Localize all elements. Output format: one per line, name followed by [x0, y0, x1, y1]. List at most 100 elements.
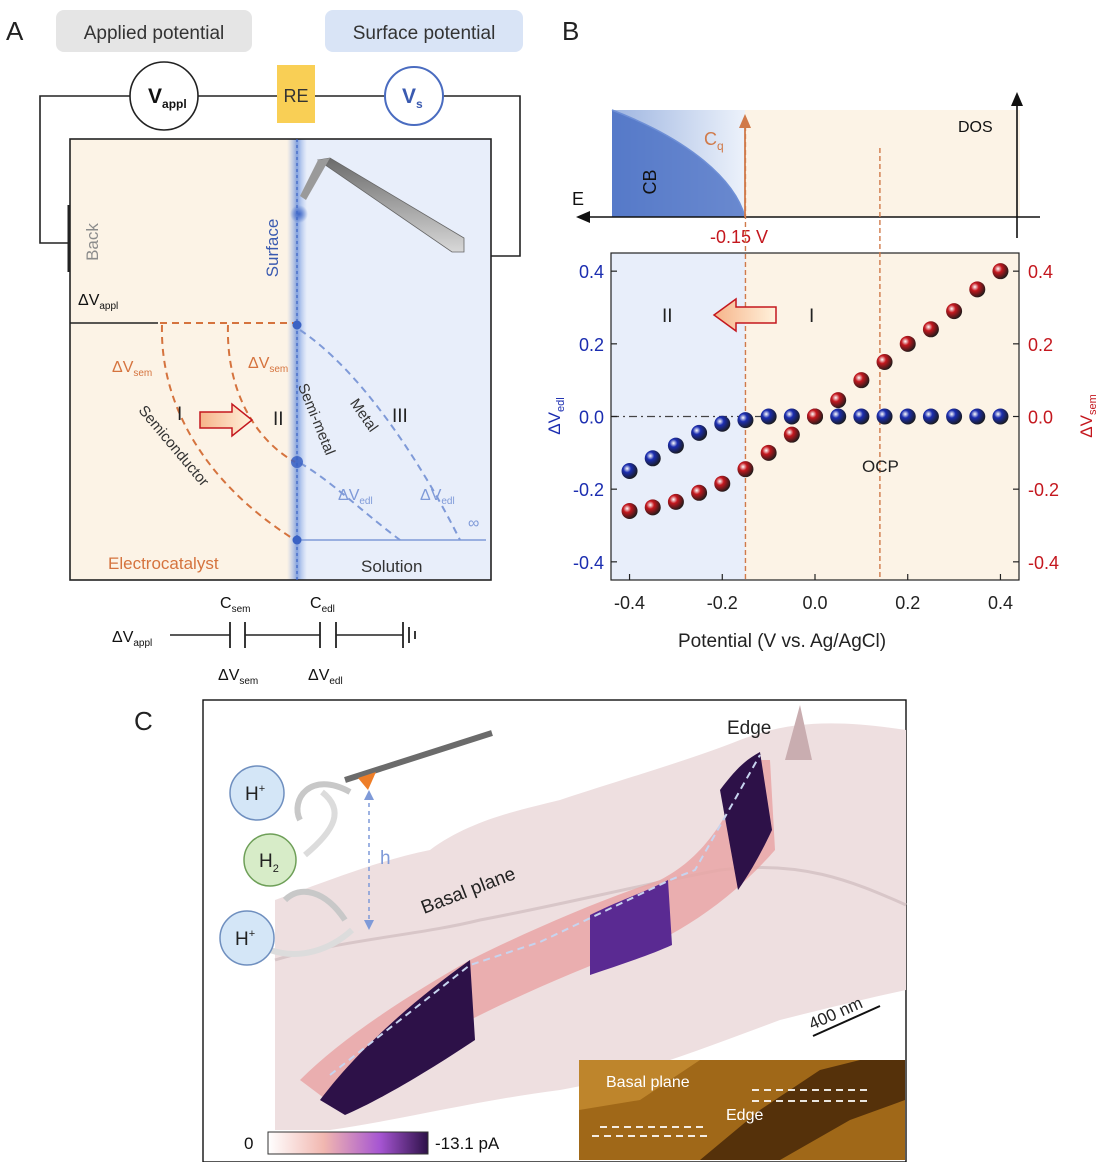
chart-b: -0.4 -0.2 0.0 0.2 0.4 0.4 0.4 0.2 0.2 0.0 0.0 -0.2 -… — [573, 118, 1059, 613]
inset-basal-area — [579, 1060, 700, 1110]
sem-point — [853, 372, 870, 389]
x-tick-label: 0.2 — [895, 593, 920, 613]
semimetal-edl-curve — [299, 462, 401, 541]
flow-arrow-1 — [294, 781, 352, 822]
y-tick-label-right: 0.4 — [1028, 262, 1053, 282]
edl-point — [783, 408, 800, 425]
tip-icon — [358, 772, 376, 790]
current-edge-middle — [590, 880, 672, 975]
cq-label: Cq — [704, 129, 724, 153]
vs-label: Vs — [402, 85, 423, 111]
surface-point-top — [292, 320, 302, 330]
vs-meter — [384, 66, 444, 126]
sem-point — [667, 493, 684, 510]
flow-arrow-3 — [282, 888, 348, 922]
sem-point — [621, 502, 638, 519]
electrocatalyst-label: Electrocatalyst — [108, 554, 219, 573]
back-label: Back — [83, 223, 102, 261]
dos-background — [745, 110, 1020, 217]
edl-point — [644, 450, 661, 467]
right-arrow-icon — [199, 402, 254, 438]
circuit-dv-appl-label: ΔVappl — [112, 629, 152, 649]
semimetal-curve — [226, 324, 296, 463]
inset-basal-label: Basal plane — [606, 1074, 690, 1091]
h-plus-bubble-top — [229, 765, 285, 821]
vappl-meter — [129, 61, 199, 131]
current-edge-left — [320, 960, 475, 1115]
colorbar-max-label: -13.1 pA — [435, 1134, 500, 1153]
sem-point — [830, 392, 847, 409]
y-tick-label-left: 0.4 — [579, 262, 604, 282]
sem-point — [876, 354, 893, 370]
edl-point — [853, 408, 870, 425]
edl-point — [621, 463, 638, 479]
y-tick-label-right: -0.2 — [1028, 480, 1059, 500]
e-label: E — [572, 189, 584, 209]
edge-label: Edge — [727, 718, 771, 739]
inset-edge-band — [700, 1060, 905, 1160]
circuit-wire — [39, 95, 521, 257]
y-tick-label-left: -0.4 — [573, 553, 604, 573]
colorbar — [267, 1131, 429, 1155]
dv-appl-label: ΔVappl — [78, 292, 118, 312]
edl-point — [946, 408, 963, 425]
h2-bubble — [243, 833, 297, 887]
dv-sem-label-1: ΔVsem — [112, 359, 152, 379]
flow-arrow-4 — [269, 927, 355, 957]
surface-point-mid — [291, 456, 303, 468]
h-plus-label-top: H+ — [245, 783, 265, 805]
sem-point — [714, 475, 731, 492]
dos-label: DOS — [958, 119, 993, 136]
sem-point — [969, 281, 986, 298]
sem-point — [992, 263, 1009, 280]
panel-b: B DOS E CB Cq -0.15 V -0.4 -0.2 0.0 0.2 0.4 0… — [545, 16, 1099, 652]
colorbar-min-label: 0 — [244, 1134, 253, 1153]
tip-contact-glow — [290, 205, 308, 223]
cb-fill — [612, 110, 745, 217]
sem-point — [737, 461, 754, 478]
re-box — [277, 65, 315, 123]
applied-potential-box — [56, 10, 252, 52]
height-arrow-down-icon — [364, 920, 374, 930]
y-tick-label-left: 0.2 — [579, 335, 604, 355]
y-tick-label-right: -0.4 — [1028, 553, 1059, 573]
sem-point — [760, 444, 777, 461]
panel-c: C h H+ H2 H+ Basal plane Edge 400 nm — [134, 699, 907, 1162]
height-arrow-up-icon — [364, 790, 374, 800]
x-axis-label: Potential (V vs. Ag/AgCl) — [678, 631, 886, 652]
threshold-label: -0.15 V — [710, 227, 768, 247]
h-plus-bubble-bottom — [219, 910, 275, 966]
panel-b-letter: B — [562, 16, 579, 46]
surface-peak — [785, 705, 812, 760]
vappl-label: Vappl — [148, 85, 187, 111]
surface-ridge — [274, 865, 907, 962]
x-tick-label: 0.4 — [988, 593, 1013, 613]
applied-potential-label: Applied potential — [84, 23, 225, 44]
region-i-label: I — [177, 404, 182, 425]
height-label: h — [380, 848, 391, 869]
edl-point — [992, 408, 1009, 425]
edl-point — [714, 415, 731, 432]
surface-potential-box — [325, 10, 523, 52]
sem-point — [807, 408, 823, 425]
energy-arrow-icon — [576, 211, 590, 223]
flow-arrow-2 — [303, 789, 338, 858]
h-plus-label-bottom: H+ — [235, 928, 255, 950]
right-axis-label: ΔVsem — [1077, 394, 1099, 437]
c-edl-label: Cedl — [310, 595, 335, 615]
re-label: RE — [283, 86, 308, 106]
x-tick-label: -0.4 — [614, 593, 645, 613]
sem-point — [899, 335, 916, 352]
dv-sem-label-2: ΔVsem — [248, 355, 288, 375]
afm-cantilever — [316, 157, 465, 253]
equivalent-circuit: Csem Cedl ΔVappl ΔVsem ΔVedl — [112, 595, 416, 687]
current-edge-right — [720, 752, 772, 890]
chart-region-i-label: I — [809, 306, 814, 327]
surface-label: Surface — [263, 219, 282, 278]
cb-label: CB — [640, 169, 660, 194]
semiconductor-curve — [160, 324, 296, 541]
dv-edl-label-1: ΔVedl — [338, 487, 373, 507]
edl-point — [691, 424, 708, 441]
edl-point — [667, 437, 684, 454]
